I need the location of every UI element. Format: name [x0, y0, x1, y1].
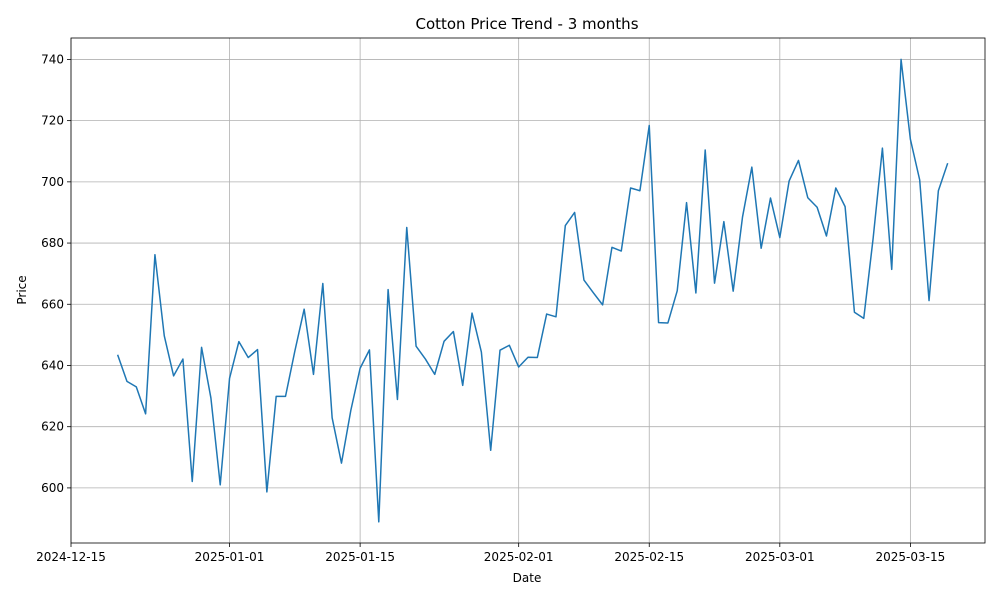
y-tick-label: 720 — [41, 114, 64, 128]
y-tick-label: 660 — [41, 297, 64, 311]
x-tick-label: 2025-02-01 — [484, 550, 554, 564]
x-tick-label: 2025-02-15 — [614, 550, 684, 564]
plot-frame — [70, 37, 986, 544]
x-axis-label: Date — [513, 571, 542, 585]
x-tick-label: 2024-12-15 — [36, 550, 106, 564]
axis-ticks: 2024-12-15 2025-01-01 2025-01-15 2025-02-01… — [36, 52, 945, 564]
y-tick-label: 700 — [41, 175, 64, 189]
y-tick-label: 680 — [41, 236, 64, 250]
y-tick-label: 600 — [41, 481, 64, 495]
x-tick-label: 2025-01-15 — [325, 550, 395, 564]
x-tick-label: 2025-03-15 — [876, 550, 946, 564]
series-layer — [116, 58, 949, 523]
x-tick-label: 2025-03-01 — [745, 550, 815, 564]
chart-title: Cotton Price Trend - 3 months — [415, 15, 638, 33]
price-line — [116, 58, 949, 523]
grid — [70, 38, 985, 543]
x-tick-label: 2025-01-01 — [195, 550, 265, 564]
y-axis-label: Price — [15, 275, 29, 304]
y-tick-label: 640 — [41, 358, 64, 372]
y-tick-label: 740 — [41, 52, 64, 66]
y-tick-label: 620 — [41, 420, 64, 434]
